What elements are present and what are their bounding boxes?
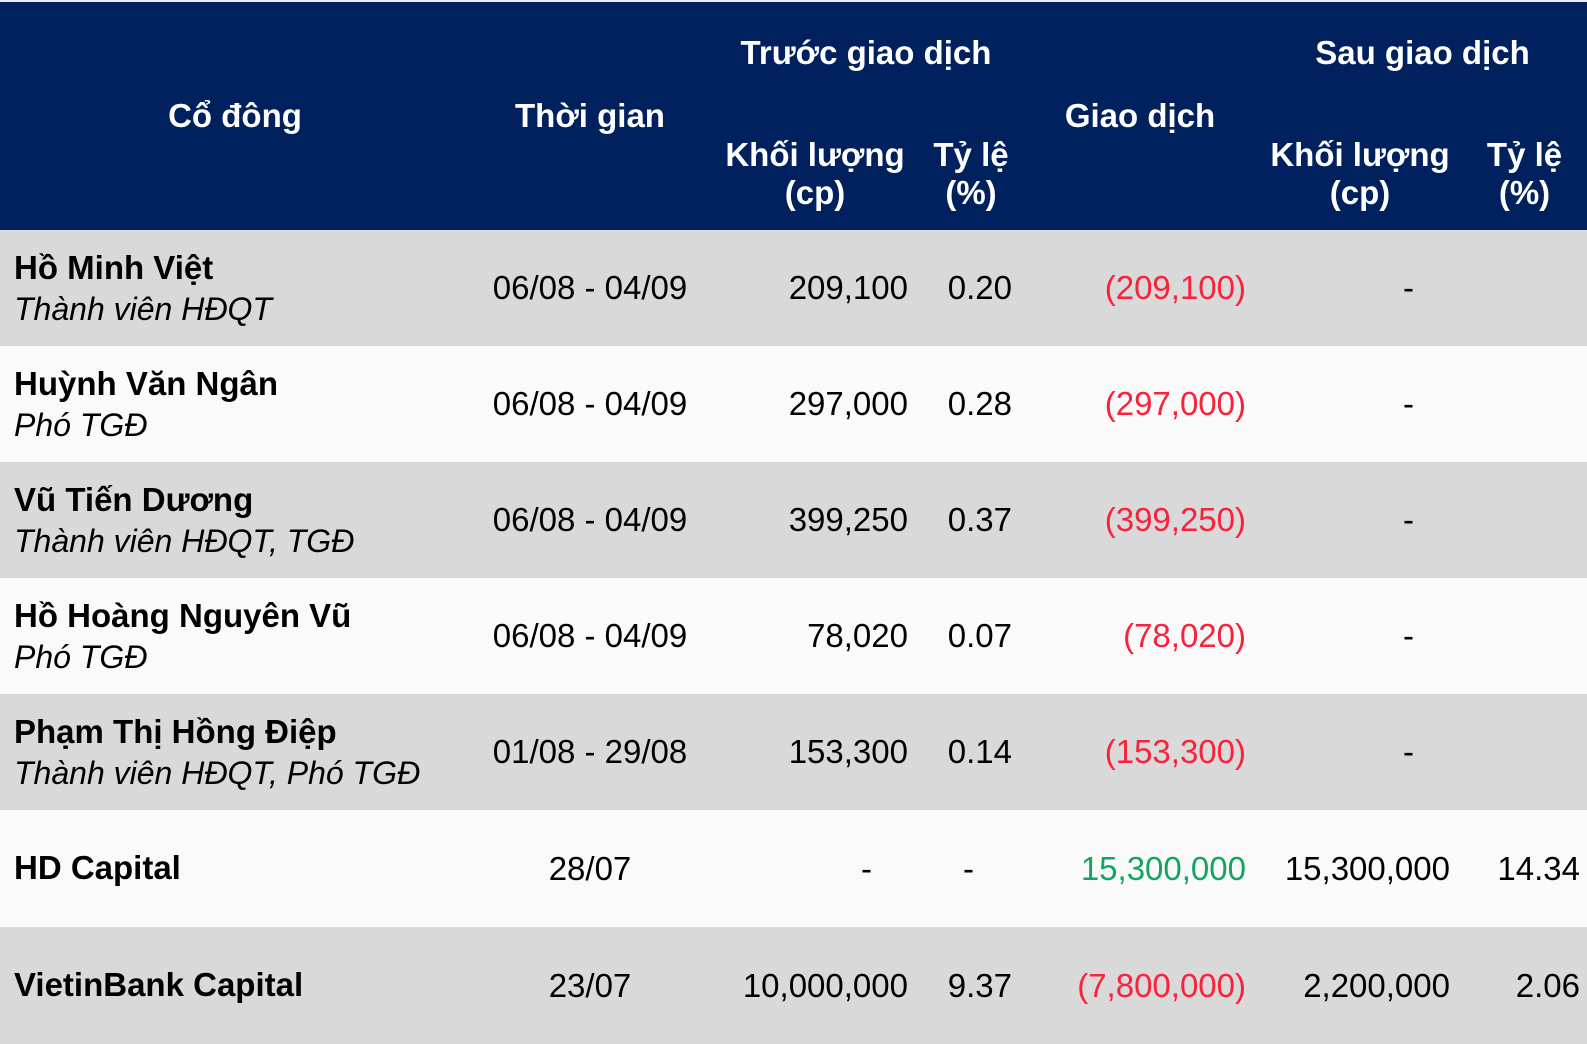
table-row: Phạm Thị Hồng Điệp Thành viên HĐQT, Phó …	[0, 694, 1587, 810]
shareholder-name: Phạm Thị Hồng Điệp	[14, 712, 337, 750]
transaction-cell: 15,300,000	[1080, 849, 1246, 887]
after-volume-cell: -	[1403, 501, 1414, 538]
before-ratio-cell: 0.37	[947, 501, 1012, 538]
shareholder-cell: Hồ Hoàng Nguyên Vũ Phó TGĐ	[0, 578, 470, 694]
after-volume-cell: 2,200,000	[1303, 966, 1450, 1004]
time-cell: 06/08 - 04/09	[492, 269, 688, 306]
table-top-border	[0, 0, 1587, 2]
before-volume-cell: 399,250	[788, 501, 908, 538]
table-row: VietinBank Capital 23/07 10,000,000 9.37…	[0, 927, 1587, 1044]
time-cell: 01/08 - 29/08	[492, 733, 688, 770]
after-ratio-cell	[1462, 230, 1587, 346]
shareholder-cell: VietinBank Capital	[0, 927, 470, 1044]
after-ratio-cell: 2.06	[1515, 966, 1581, 1004]
time-cell: 06/08 - 04/09	[492, 617, 688, 654]
before-volume-cell: 78,020	[807, 617, 908, 654]
after-ratio-cell	[1462, 694, 1587, 810]
shareholder-role: Thành viên HĐQT, TGĐ	[14, 523, 355, 560]
shareholder-name: Hồ Minh Việt	[14, 248, 214, 286]
col-header-after-volume: Khối lượng (cp)	[1258, 104, 1462, 230]
before-volume-cell: 153,300	[788, 733, 908, 770]
shareholder-name: Vũ Tiến Dương	[14, 480, 254, 518]
shareholder-name: HD Capital	[14, 849, 181, 887]
transaction-cell: (7,800,000)	[1077, 966, 1246, 1004]
shareholder-cell: Phạm Thị Hồng Điệp Thành viên HĐQT, Phó …	[0, 694, 470, 810]
before-ratio-cell: 0.07	[947, 617, 1012, 654]
table-row: Hồ Minh Việt Thành viên HĐQT 06/08 - 04/…	[0, 230, 1587, 346]
shareholder-name: Hồ Hoàng Nguyên Vũ	[14, 596, 352, 634]
transaction-cell: (78,020)	[1123, 617, 1246, 654]
after-ratio-cell	[1462, 578, 1587, 694]
after-volume-cell: -	[1403, 269, 1414, 306]
shareholder-cell: HD Capital	[0, 810, 470, 927]
col-header-before-volume: Khối lượng (cp)	[710, 104, 920, 230]
shareholder-name: VietinBank Capital	[14, 966, 304, 1004]
shareholder-role: Phó TGĐ	[14, 407, 148, 444]
after-ratio-cell	[1462, 346, 1587, 462]
shareholder-name: Huỳnh Văn Ngân	[14, 364, 279, 402]
shareholder-role: Thành viên HĐQT, Phó TGĐ	[14, 755, 421, 792]
table-row: Hồ Hoàng Nguyên Vũ Phó TGĐ 06/08 - 04/09…	[0, 578, 1587, 694]
after-volume-cell: -	[1403, 733, 1414, 770]
before-ratio-cell: 0.20	[947, 269, 1012, 306]
after-volume-cell: -	[1403, 617, 1414, 654]
col-header-time: Thời gian	[470, 2, 710, 230]
before-volume-cell: 209,100	[788, 269, 908, 306]
table-row: Vũ Tiến Dương Thành viên HĐQT, TGĐ 06/08…	[0, 462, 1587, 578]
col-header-after-ratio: Tỷ lệ (%)	[1462, 104, 1587, 230]
transaction-cell: (399,250)	[1104, 501, 1246, 538]
time-cell: 23/07	[548, 966, 632, 1004]
header-row-subcolumns: Khối lượng (cp) Tỷ lệ (%) Khối lượng (cp…	[0, 104, 1587, 230]
before-ratio-cell: -	[963, 849, 974, 887]
col-header-transaction: Giao dịch	[1022, 2, 1258, 230]
shareholder-cell: Huỳnh Văn Ngân Phó TGĐ	[0, 346, 470, 462]
after-volume-cell: -	[1403, 385, 1414, 422]
before-ratio-cell: 0.14	[947, 733, 1012, 770]
before-volume-cell: -	[861, 849, 872, 887]
shareholder-role: Thành viên HĐQT	[14, 291, 272, 328]
header-row-groups: Cổ đông Thời gian Trước giao dịch Giao d…	[0, 2, 1587, 230]
time-cell: 06/08 - 04/09	[492, 385, 688, 422]
table-row: Huỳnh Văn Ngân Phó TGĐ 06/08 - 04/09 297…	[0, 346, 1587, 462]
shareholder-cell: Vũ Tiến Dương Thành viên HĐQT, TGĐ	[0, 462, 470, 578]
table-row: HD Capital 28/07 - - 15,300,000 15,300,0…	[0, 810, 1587, 927]
table-body: Hồ Minh Việt Thành viên HĐQT 06/08 - 04/…	[0, 230, 1587, 1044]
col-header-before-ratio: Tỷ lệ (%)	[920, 104, 1022, 230]
before-ratio-cell: 9.37	[947, 966, 1012, 1004]
transaction-cell: (297,000)	[1104, 385, 1246, 422]
col-header-shareholder: Cổ đông	[0, 2, 470, 230]
before-ratio-cell: 0.28	[947, 385, 1012, 422]
table-header: Cổ đông Thời gian Trước giao dịch Giao d…	[0, 2, 1587, 230]
after-ratio-cell: 14.34	[1497, 849, 1581, 887]
col-header-before-group: Trước giao dịch	[710, 2, 1022, 104]
time-cell: 28/07	[548, 849, 632, 887]
transaction-cell: (153,300)	[1104, 733, 1246, 770]
col-header-after-group: Sau giao dịch	[1258, 2, 1587, 104]
transaction-cell: (209,100)	[1104, 269, 1246, 306]
after-ratio-cell	[1462, 462, 1587, 578]
before-volume-cell: 10,000,000	[742, 966, 908, 1004]
time-cell: 06/08 - 04/09	[492, 501, 688, 538]
shareholder-cell: Hồ Minh Việt Thành viên HĐQT	[0, 230, 470, 346]
shareholder-role: Phó TGĐ	[14, 639, 148, 676]
before-volume-cell: 297,000	[788, 385, 908, 422]
after-volume-cell: 15,300,000	[1284, 849, 1450, 887]
